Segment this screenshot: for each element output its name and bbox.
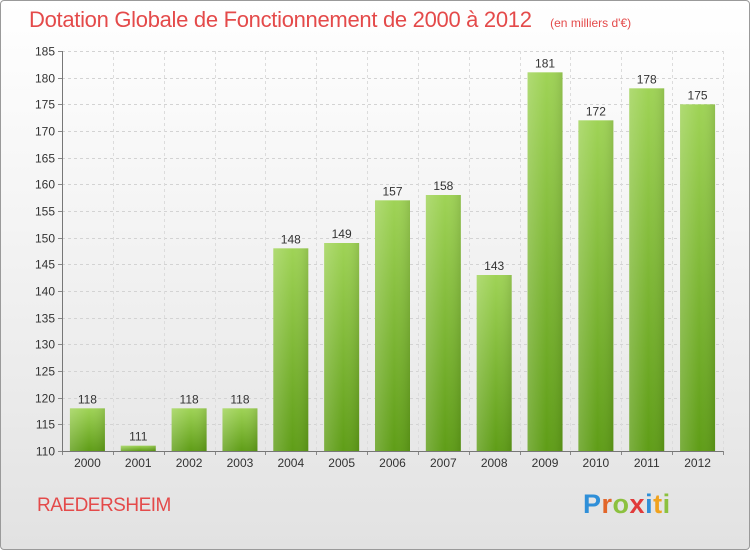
- logo-letter: t: [653, 489, 663, 519]
- x-tick-label: 2010: [583, 456, 610, 470]
- y-tick-label: 160: [35, 178, 55, 192]
- title-row: Dotation Globale de Fonctionnement de 20…: [29, 7, 631, 33]
- logo-letter: o: [612, 489, 630, 519]
- bar-shade: [120, 445, 156, 451]
- x-tick-label: 2000: [74, 456, 101, 470]
- logo-letter: i: [662, 489, 671, 519]
- data-label: 148: [281, 232, 301, 246]
- x-tick-label: 2006: [379, 456, 406, 470]
- y-tick-label: 115: [36, 418, 55, 432]
- y-tick-label: 145: [35, 258, 55, 272]
- y-tick-label: 165: [35, 152, 55, 166]
- data-label: 118: [230, 392, 249, 406]
- commune-name: RAEDERSHEIM: [37, 495, 171, 516]
- y-tick-label: 185: [35, 45, 55, 59]
- logo-letter: P: [583, 489, 602, 519]
- data-label: 181: [535, 56, 555, 70]
- bar-shade: [680, 104, 716, 451]
- proxiti-logo[interactable]: Proxiti: [583, 489, 671, 520]
- y-tick-label: 150: [35, 232, 55, 246]
- bars: [69, 72, 716, 451]
- logo-letter: x: [629, 489, 646, 519]
- y-tick-label: 140: [35, 285, 55, 299]
- bar-shade: [476, 275, 512, 451]
- bar-shade: [578, 120, 614, 451]
- y-tick-label: 130: [35, 338, 55, 352]
- data-label: 158: [433, 179, 453, 193]
- bar-shade: [425, 195, 461, 451]
- data-label: 172: [586, 104, 606, 118]
- data-label: 175: [688, 88, 708, 102]
- y-tick-label: 120: [35, 392, 55, 406]
- data-label: 143: [484, 259, 504, 273]
- x-tick-label: 2011: [634, 456, 660, 470]
- y-tick-label: 135: [35, 312, 55, 326]
- chart-title: Dotation Globale de Fonctionnement de 20…: [29, 7, 532, 32]
- y-tick-label: 155: [35, 205, 55, 219]
- y-tick-label: 180: [35, 72, 55, 86]
- y-tick-label: 125: [35, 365, 55, 379]
- x-tick-label: 2009: [532, 456, 559, 470]
- x-tick-label: 2005: [328, 456, 355, 470]
- bar-shade: [69, 408, 105, 451]
- x-tick-label: 2012: [684, 456, 711, 470]
- x-tick-label: 2001: [125, 456, 152, 470]
- x-tick-label: 2008: [481, 456, 508, 470]
- data-label: 111: [129, 430, 148, 444]
- bar-shade: [375, 200, 410, 451]
- data-label: 178: [637, 72, 657, 86]
- bar-shade: [527, 72, 563, 451]
- x-tick-label: 2007: [430, 456, 457, 470]
- y-tick-label: 110: [36, 445, 55, 459]
- chart-unit: (en milliers d'€): [550, 16, 632, 30]
- bar-shade: [273, 248, 309, 451]
- y-tick-label: 170: [35, 125, 55, 139]
- x-tick-label: 2004: [277, 456, 304, 470]
- data-labels: 118 111 118 118 148 149 157 158 143 181 172 178 175: [78, 56, 708, 443]
- x-tick-label: 2002: [176, 456, 203, 470]
- x-tick-label: 2003: [227, 456, 254, 470]
- data-label: 149: [332, 227, 352, 241]
- axes: 110 115 120 125 130 135 140 145 150 155 160 165 170 1…: [35, 45, 724, 470]
- y-tick-label: 175: [35, 98, 55, 112]
- data-label: 118: [180, 392, 199, 406]
- bar-shade: [324, 243, 360, 451]
- bar-shade: [629, 88, 665, 451]
- data-label: 157: [382, 184, 402, 198]
- logo-letter: r: [601, 489, 613, 519]
- logo-letter: i: [645, 489, 654, 519]
- data-label: 118: [78, 392, 97, 406]
- bar-shade: [171, 408, 207, 451]
- bar-shade: [222, 408, 258, 451]
